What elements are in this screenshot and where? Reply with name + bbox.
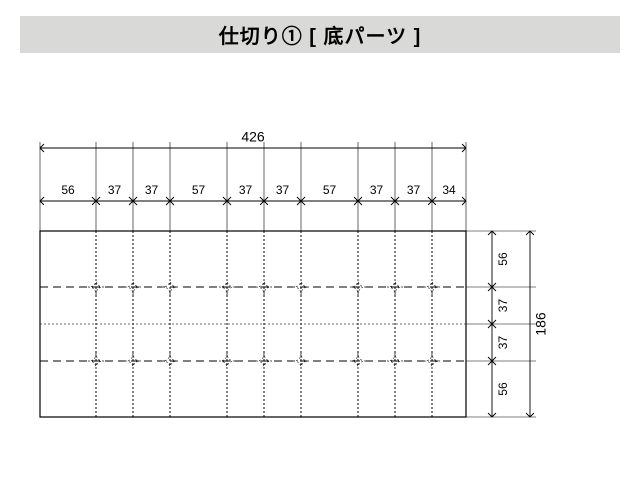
svg-text:56: 56 <box>496 252 510 266</box>
svg-text:37: 37 <box>496 299 510 313</box>
svg-text:426: 426 <box>241 129 265 145</box>
svg-text:37: 37 <box>496 336 510 350</box>
svg-text:37: 37 <box>145 183 159 197</box>
title-bar: 仕切り① [ 底パーツ ] <box>20 16 620 53</box>
svg-text:56: 56 <box>496 382 510 396</box>
svg-text:37: 37 <box>370 183 384 197</box>
svg-text:37: 37 <box>276 183 290 197</box>
technical-drawing: 426 56 37 37 57 37 37 57 37 37 34 56 37 37 56 186 <box>0 86 640 500</box>
svg-text:34: 34 <box>442 183 456 197</box>
svg-text:37: 37 <box>239 183 253 197</box>
svg-text:37: 37 <box>108 183 122 197</box>
svg-text:56: 56 <box>61 183 75 197</box>
svg-text:57: 57 <box>192 183 206 197</box>
svg-text:37: 37 <box>407 183 421 197</box>
svg-text:57: 57 <box>323 183 337 197</box>
svg-text:186: 186 <box>533 312 549 336</box>
